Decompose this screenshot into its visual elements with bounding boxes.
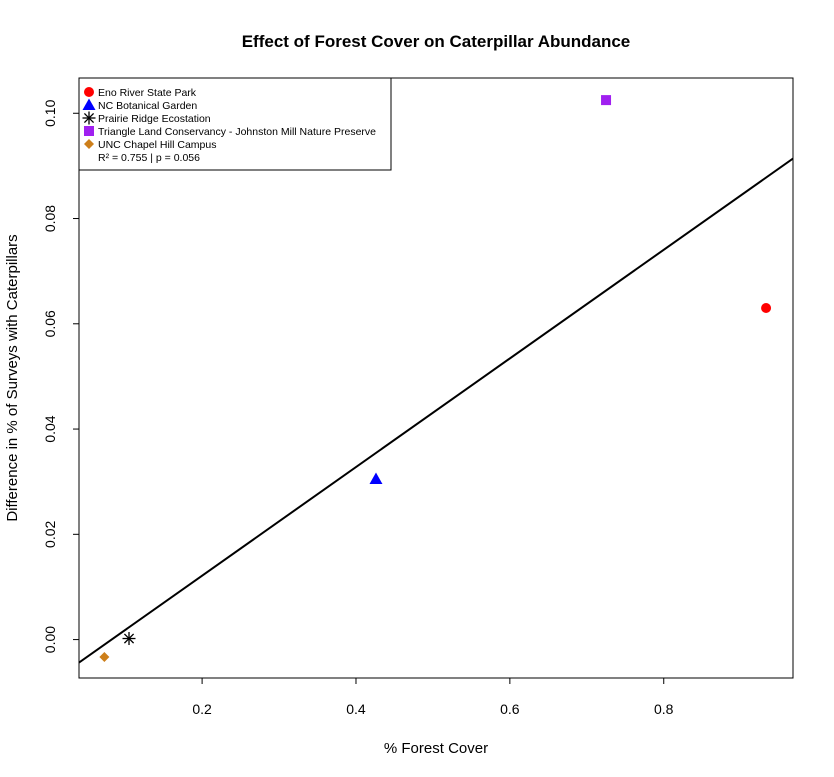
chart-title: Effect of Forest Cover on Caterpillar Ab… xyxy=(242,32,631,51)
data-point xyxy=(369,472,383,485)
y-axis: 0.00 0.02 0.04 0.06 0.08 0.10 xyxy=(42,99,79,653)
legend-marker xyxy=(82,98,96,110)
data-point xyxy=(761,303,772,313)
y-tick-label: 0.00 xyxy=(42,626,58,653)
x-tick-label: 0.2 xyxy=(192,701,212,717)
x-tick-label: 0.6 xyxy=(500,701,520,717)
legend-marker xyxy=(84,126,94,136)
plot-clipped xyxy=(79,95,793,664)
regression-line xyxy=(79,157,793,664)
data-point xyxy=(99,651,110,662)
legend-label: UNC Chapel Hill Campus xyxy=(98,139,216,151)
legend-marker xyxy=(84,87,94,97)
fit-annotation: R² = 0.755 | p = 0.056 xyxy=(98,152,200,164)
x-axis: 0.2 0.4 0.6 0.8 xyxy=(192,678,674,717)
y-tick-label: 0.04 xyxy=(42,415,58,442)
data-point xyxy=(122,632,136,646)
y-tick-label: 0.06 xyxy=(42,310,58,337)
y-tick-label: 0.10 xyxy=(42,99,58,126)
x-tick-label: 0.8 xyxy=(654,701,674,717)
legend-marker xyxy=(82,111,96,125)
legend-label: Triangle Land Conservancy - Johnston Mil… xyxy=(98,126,376,138)
legend-label: Prairie Ridge Ecostation xyxy=(98,113,211,125)
data-point xyxy=(601,95,612,106)
x-tick-label: 0.4 xyxy=(346,701,366,717)
y-axis-label: Difference in % of Surveys with Caterpil… xyxy=(4,234,21,521)
x-axis-label: % Forest Cover xyxy=(384,740,488,757)
legend-marker xyxy=(84,139,94,149)
legend-label: Eno River State Park xyxy=(98,87,197,99)
legend-box xyxy=(78,77,392,171)
plot-area xyxy=(79,95,793,664)
y-tick-label: 0.02 xyxy=(42,520,58,547)
legend-label: NC Botanical Garden xyxy=(98,100,197,112)
plot-frame xyxy=(78,77,794,679)
y-tick-label: 0.08 xyxy=(42,205,58,232)
